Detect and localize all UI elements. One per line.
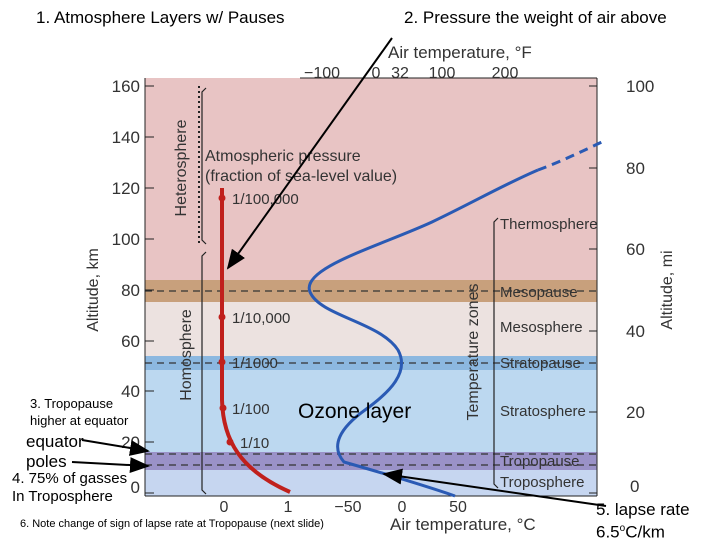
lapse-rate-arrow xyxy=(382,468,607,507)
heterosphere-label: Heterosphere xyxy=(173,119,190,216)
zone-troposphere: Troposphere xyxy=(500,474,585,491)
pressure-arrow xyxy=(226,37,393,270)
annotation-tropopause-line2: higher at equator xyxy=(30,413,129,428)
annotation-atmosphere-layers: 1. Atmosphere Layers w/ Pauses xyxy=(36,8,285,27)
zone-stratosphere: Stratosphere xyxy=(500,403,586,420)
band-troposphere xyxy=(145,470,597,496)
left-tick-160: 160 xyxy=(112,77,140,96)
pressure-point-10 xyxy=(226,438,234,446)
top-tick-32: 32 xyxy=(391,65,409,82)
bottom-tick-50: 50 xyxy=(449,499,467,516)
equator-arrow xyxy=(81,439,150,456)
bottom-tick-minus50: −50 xyxy=(334,499,361,516)
pressure-point-100 xyxy=(219,404,227,412)
right-tick-0: 0 xyxy=(630,477,639,496)
zone-mesopause: Mesopause xyxy=(500,284,578,301)
left-axis-ticks xyxy=(145,85,154,494)
bottom-axis-title: Air temperature, °C xyxy=(390,515,536,534)
temperature-zones-label: Temperature zones xyxy=(465,284,482,421)
annotation-troposphere-gases-line2: In Troposphere xyxy=(12,488,113,505)
lapse-rate-degree: o xyxy=(619,523,626,534)
annotation-lapse-rate-line1: 5. lapse rate xyxy=(596,500,690,519)
left-tick-0: 0 xyxy=(131,478,140,497)
bottom-tick-pressure-0: 0 xyxy=(220,499,229,516)
zone-tropopause: Tropopause xyxy=(500,453,580,470)
temperature-curve-dashed xyxy=(537,138,607,172)
zone-mesosphere: Mesosphere xyxy=(500,319,583,336)
left-axis-title: Altitude, km xyxy=(85,248,102,332)
pressure-label-1000: 1/1000 xyxy=(232,355,278,372)
zone-thermosphere: Thermosphere xyxy=(500,216,598,233)
temperature-curve xyxy=(307,168,539,498)
top-tick-100: 100 xyxy=(429,65,456,82)
pressure-label-100: 1/100 xyxy=(232,401,270,418)
annotation-lapse-sign: 6. Note change of sign of lapse rate at … xyxy=(20,518,324,530)
right-tick-20: 20 xyxy=(626,403,645,422)
top-tick-minus100: −100 xyxy=(304,65,340,82)
left-tick-40: 40 xyxy=(121,382,140,401)
right-tick-80: 80 xyxy=(626,159,645,178)
pressure-point-1000 xyxy=(218,358,226,366)
bottom-tick-pressure-1: 1 xyxy=(284,499,293,516)
pressure-point-100000 xyxy=(218,194,226,202)
annotation-lapse-rate-line2: 6.5oC/km xyxy=(596,519,690,542)
right-tick-100: 100 xyxy=(626,77,654,96)
left-tick-120: 120 xyxy=(112,179,140,198)
annotation-troposphere-gases: 4. 75% of gasses In Troposphere xyxy=(12,470,127,506)
annotation-equator: equator xyxy=(26,432,84,451)
right-tick-40: 40 xyxy=(626,322,645,341)
band-stratopause xyxy=(145,356,597,370)
annotation-ozone-layer: Ozone layer xyxy=(298,400,412,423)
lapse-rate-unit: C/km xyxy=(625,522,665,542)
annotation-tropopause: 3. Tropopause higher at equator xyxy=(30,395,128,429)
lapse-rate-value: 6.5 xyxy=(596,522,620,542)
right-axis-title: Altitude, mi xyxy=(659,250,676,329)
annotation-lapse-rate: 5. lapse rate 6.5oC/km xyxy=(596,500,690,542)
pressure-title-line1: Atmospheric pressure xyxy=(205,148,361,165)
left-tick-100: 100 xyxy=(112,230,140,249)
pressure-label-10000: 1/10,000 xyxy=(232,310,290,327)
left-tick-80: 80 xyxy=(121,281,140,300)
pressure-title-line2: (fraction of sea-level value) xyxy=(205,168,397,185)
pressure-point-10000 xyxy=(218,313,226,321)
homosphere-label: Homosphere xyxy=(178,309,195,401)
top-tick-0: 0 xyxy=(372,65,381,82)
pressure-label-10: 1/10 xyxy=(240,435,269,452)
annotation-pressure: 2. Pressure the weight of air above xyxy=(404,8,667,27)
zone-stratopause: Stratopause xyxy=(500,355,581,372)
right-axis-ticks xyxy=(589,85,597,494)
bottom-tick-0c: 0 xyxy=(398,499,407,516)
heterosphere-bracket xyxy=(201,87,207,245)
right-tick-60: 60 xyxy=(626,240,645,259)
homosphere-bracket xyxy=(201,251,207,495)
band-mesopause xyxy=(145,280,597,302)
top-axis-title: Air temperature, °F xyxy=(388,43,532,62)
annotation-troposphere-gases-line1: 4. 75% of gasses xyxy=(12,470,128,487)
annotation-tropopause-line1: 3. Tropopause xyxy=(30,396,114,411)
left-tick-140: 140 xyxy=(112,128,140,147)
annotation-poles: poles xyxy=(26,452,67,471)
top-tick-200: 200 xyxy=(492,65,519,82)
pressure-label-100000: 1/100,000 xyxy=(232,191,299,208)
poles-arrow xyxy=(71,457,150,474)
temperature-zones-bracket xyxy=(493,217,499,489)
left-tick-60: 60 xyxy=(121,332,140,351)
